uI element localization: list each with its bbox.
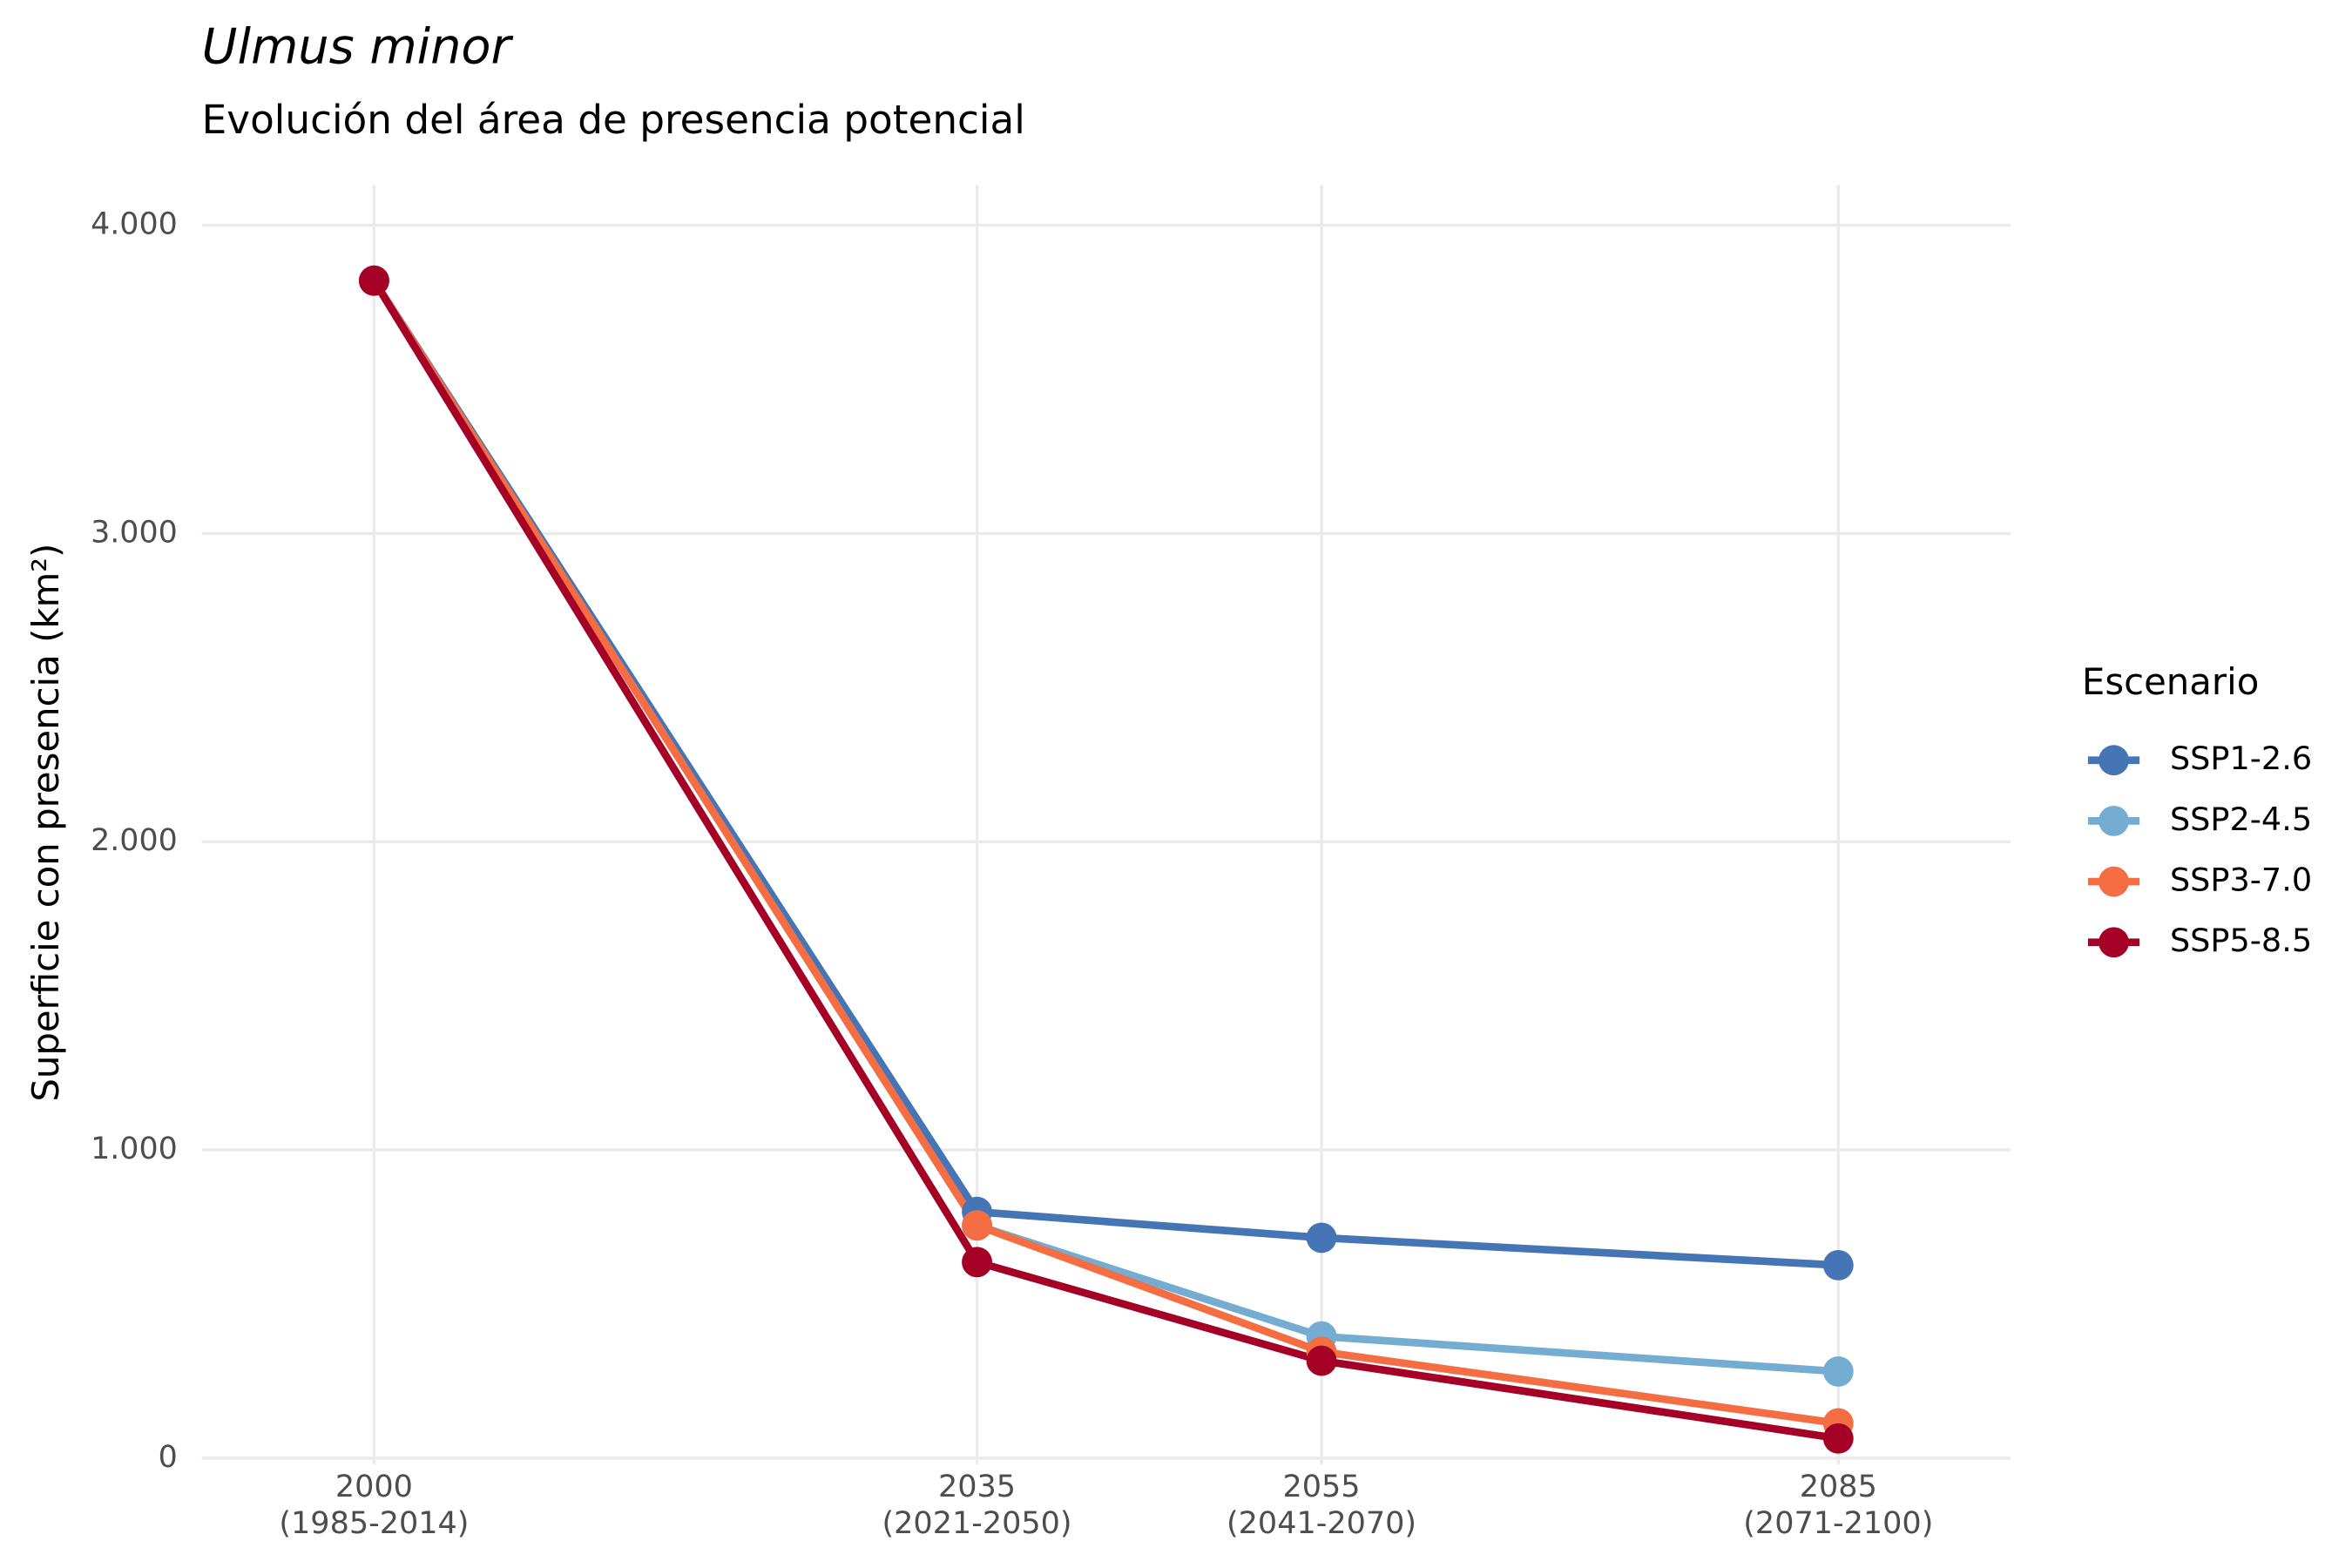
y-tick-label: 0 (159, 1440, 178, 1475)
data-point (962, 1247, 992, 1278)
x-tick-label: 2000 (1985-2014) (279, 1470, 470, 1542)
legend-marker (2099, 805, 2129, 836)
data-point (1822, 1423, 1854, 1454)
y-tick-label: 2.000 (91, 823, 178, 858)
legend-item: SSP3-7.0 (2087, 862, 2312, 899)
legend-item: SSP2-4.5 (2087, 801, 2312, 838)
y-tick-label: 3.000 (91, 515, 178, 550)
data-point (1822, 1249, 1854, 1281)
chart-title: Ulmus minor (202, 19, 514, 76)
legend-label: SSP2-4.5 (2170, 801, 2312, 838)
x-tick-label: 2055 (2041-2070) (1227, 1470, 1417, 1542)
data-point (962, 1210, 992, 1241)
legend-marker (2099, 927, 2129, 958)
data-point (1306, 1222, 1337, 1254)
y-axis-label: Superficie con presencia (km²) (24, 544, 67, 1102)
series-line (370, 278, 1839, 1428)
series-line (370, 278, 1839, 1443)
legend-item: SSP1-2.6 (2087, 740, 2312, 777)
legend-item: SSP5-8.5 (2087, 922, 2312, 959)
y-tick-label: 4.000 (91, 207, 178, 242)
chart-subtitle: Evolución del área de presencia potencia… (202, 97, 1025, 143)
series-line (370, 278, 1839, 1375)
legend-label: SSP1-2.6 (2170, 740, 2312, 777)
legend-label: SSP5-8.5 (2170, 922, 2312, 959)
legend-label: SSP3-7.0 (2170, 862, 2312, 899)
x-tick-label: 2085 (2071-2100) (1743, 1470, 1934, 1542)
y-tick-label: 1.000 (91, 1132, 178, 1166)
legend-title: Escenario (2082, 660, 2259, 703)
legend-marker (2099, 745, 2129, 776)
data-point (359, 265, 389, 296)
data-point (1306, 1345, 1337, 1376)
legend-marker (2099, 866, 2129, 897)
x-tick-label: 2035 (2021-2050) (882, 1470, 1072, 1542)
data-point (1822, 1356, 1854, 1387)
series-line (370, 278, 1839, 1269)
